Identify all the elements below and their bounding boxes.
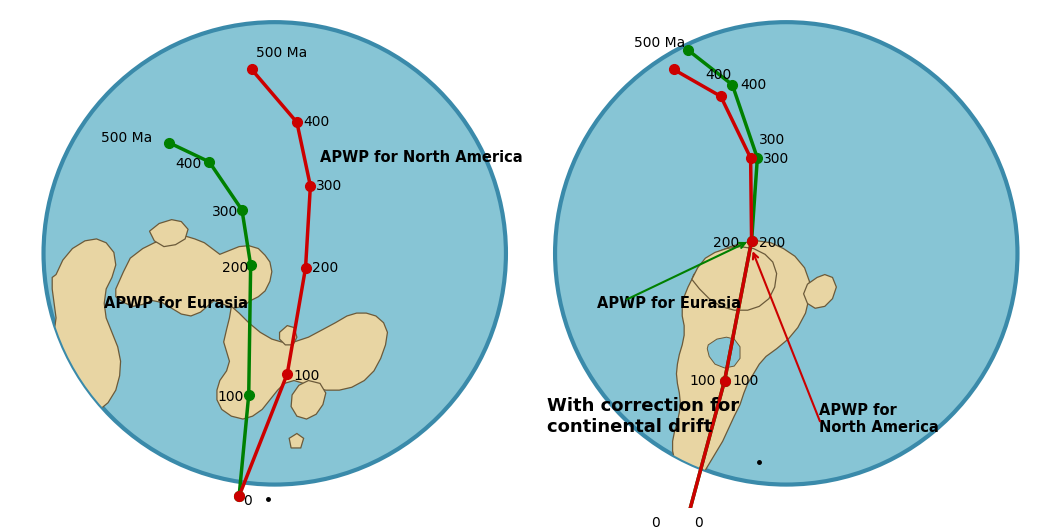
- Text: With correction for
continental drift: With correction for continental drift: [547, 397, 740, 435]
- Text: 0: 0: [694, 516, 702, 527]
- Text: 300: 300: [760, 133, 785, 147]
- Polygon shape: [692, 247, 777, 310]
- Polygon shape: [291, 380, 326, 419]
- Text: 0: 0: [651, 516, 660, 527]
- Text: 100: 100: [689, 375, 715, 388]
- Text: 500 Ma: 500 Ma: [257, 46, 308, 60]
- Polygon shape: [708, 337, 740, 368]
- Polygon shape: [49, 239, 121, 416]
- Text: APWP for North America: APWP for North America: [320, 150, 523, 165]
- Polygon shape: [150, 220, 188, 247]
- Text: 200: 200: [312, 261, 338, 275]
- Text: APWP for
North America: APWP for North America: [819, 403, 939, 435]
- Text: 500 Ma: 500 Ma: [102, 131, 153, 145]
- Polygon shape: [803, 275, 836, 308]
- Text: 500 Ma: 500 Ma: [634, 36, 685, 51]
- Text: 400: 400: [706, 68, 732, 82]
- Polygon shape: [279, 326, 297, 345]
- Text: 300: 300: [316, 179, 343, 193]
- Text: 300: 300: [763, 152, 789, 166]
- Polygon shape: [673, 241, 810, 480]
- Text: 100: 100: [732, 375, 759, 388]
- Polygon shape: [290, 434, 303, 448]
- Text: 400: 400: [303, 115, 330, 129]
- Text: 200: 200: [713, 236, 740, 250]
- Text: 400: 400: [175, 157, 202, 171]
- Text: 200: 200: [222, 261, 248, 275]
- Text: 100: 100: [293, 369, 319, 383]
- Text: 300: 300: [212, 205, 239, 219]
- Text: 200: 200: [760, 236, 785, 250]
- Circle shape: [44, 22, 506, 484]
- Circle shape: [555, 22, 1017, 484]
- Text: APWP for Eurasia: APWP for Eurasia: [104, 296, 248, 311]
- Text: APWP for Eurasia: APWP for Eurasia: [597, 296, 742, 311]
- Text: 100: 100: [218, 390, 244, 404]
- Text: 0: 0: [243, 494, 251, 508]
- Polygon shape: [216, 306, 387, 419]
- Text: 400: 400: [740, 78, 766, 92]
- Polygon shape: [116, 235, 272, 316]
